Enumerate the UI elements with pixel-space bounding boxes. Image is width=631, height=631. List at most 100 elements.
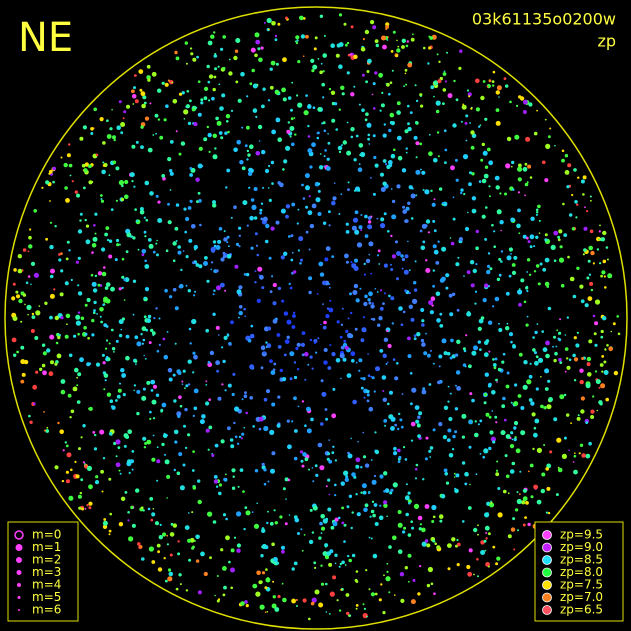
star bbox=[238, 316, 240, 319]
star bbox=[183, 207, 187, 211]
star bbox=[586, 276, 590, 280]
star bbox=[136, 341, 142, 347]
star bbox=[312, 106, 316, 109]
star bbox=[480, 95, 485, 101]
star bbox=[309, 355, 313, 359]
star bbox=[540, 404, 544, 409]
star bbox=[214, 67, 218, 71]
star bbox=[553, 259, 557, 263]
star bbox=[281, 545, 285, 550]
star bbox=[271, 21, 276, 26]
star bbox=[461, 435, 465, 439]
star bbox=[485, 339, 490, 343]
star bbox=[316, 136, 320, 140]
star bbox=[332, 445, 335, 448]
star bbox=[454, 158, 458, 162]
star bbox=[459, 49, 463, 53]
star bbox=[215, 269, 219, 273]
star bbox=[90, 132, 94, 135]
star bbox=[291, 325, 296, 329]
star bbox=[326, 551, 331, 556]
star bbox=[482, 455, 486, 459]
star bbox=[193, 406, 198, 411]
star bbox=[68, 163, 73, 168]
star bbox=[590, 250, 595, 256]
star bbox=[102, 161, 105, 164]
star bbox=[203, 137, 208, 142]
star bbox=[49, 244, 54, 250]
star bbox=[304, 173, 310, 179]
star bbox=[600, 274, 603, 278]
star bbox=[402, 209, 408, 214]
star bbox=[63, 162, 68, 168]
star bbox=[192, 261, 195, 265]
star bbox=[12, 282, 16, 286]
star bbox=[192, 371, 195, 374]
star bbox=[197, 163, 203, 169]
star bbox=[159, 523, 162, 527]
star bbox=[118, 469, 121, 472]
star bbox=[351, 511, 354, 514]
star bbox=[594, 370, 598, 373]
star bbox=[439, 324, 444, 328]
star bbox=[378, 263, 381, 265]
star bbox=[109, 127, 113, 131]
star bbox=[462, 103, 465, 106]
star bbox=[95, 475, 99, 479]
star bbox=[84, 463, 86, 465]
star bbox=[331, 413, 337, 419]
star bbox=[444, 472, 449, 476]
star bbox=[48, 169, 53, 174]
star bbox=[183, 424, 186, 428]
star bbox=[12, 316, 18, 321]
star bbox=[506, 136, 512, 142]
star bbox=[426, 583, 431, 588]
star bbox=[456, 538, 459, 542]
star bbox=[588, 339, 593, 344]
star bbox=[598, 386, 601, 389]
star bbox=[383, 337, 389, 342]
star bbox=[517, 166, 523, 172]
star bbox=[505, 434, 511, 439]
star bbox=[229, 343, 232, 346]
star bbox=[323, 360, 328, 365]
star bbox=[133, 185, 136, 188]
star bbox=[84, 303, 88, 307]
star bbox=[148, 546, 154, 552]
star bbox=[535, 235, 539, 239]
horizon-circle bbox=[4, 6, 628, 630]
star bbox=[468, 420, 473, 425]
star bbox=[593, 332, 597, 336]
star bbox=[255, 244, 259, 247]
star bbox=[335, 358, 341, 363]
star bbox=[228, 58, 231, 61]
star bbox=[463, 275, 465, 277]
star bbox=[382, 611, 386, 615]
star bbox=[422, 387, 426, 391]
star bbox=[259, 604, 265, 610]
star bbox=[244, 144, 248, 148]
star bbox=[242, 490, 245, 493]
star bbox=[49, 200, 51, 202]
star bbox=[452, 217, 456, 221]
star bbox=[192, 57, 197, 62]
star bbox=[368, 291, 373, 297]
star bbox=[397, 549, 403, 554]
star bbox=[342, 140, 347, 145]
star bbox=[577, 176, 580, 179]
star bbox=[386, 562, 389, 565]
star bbox=[286, 319, 292, 325]
star bbox=[225, 517, 228, 521]
star bbox=[559, 394, 565, 400]
star bbox=[297, 532, 300, 535]
star bbox=[155, 242, 158, 245]
star bbox=[334, 483, 337, 487]
star bbox=[96, 313, 98, 315]
star bbox=[124, 491, 128, 494]
star bbox=[393, 451, 398, 456]
star bbox=[569, 276, 575, 282]
star bbox=[325, 485, 328, 488]
star bbox=[462, 520, 465, 523]
star bbox=[487, 320, 493, 325]
star bbox=[580, 396, 586, 401]
